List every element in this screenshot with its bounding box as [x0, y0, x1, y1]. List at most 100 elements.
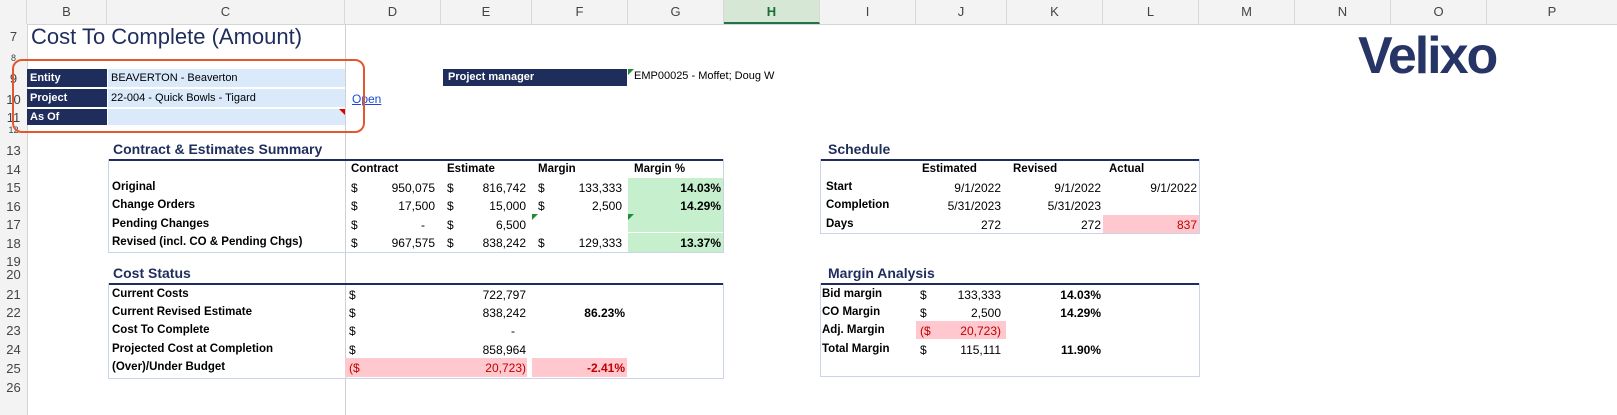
sched-actual[interactable]: 837 — [1176, 218, 1197, 232]
row-label: Current Costs — [112, 288, 189, 300]
col-header-i[interactable]: I — [820, 0, 916, 24]
margin-pct[interactable]: 14.03% — [1060, 288, 1101, 302]
cost-pct[interactable]: 86.23% — [584, 306, 625, 320]
contract-value[interactable]: 17,500 — [398, 199, 435, 213]
row-label: Revised (incl. CO & Pending Chgs) — [112, 236, 303, 248]
estimate-value[interactable]: 6,500 — [495, 218, 526, 232]
cost-value[interactable]: 20,723) — [485, 361, 526, 375]
estimate-value[interactable]: 15,000 — [489, 199, 526, 213]
cost-pct[interactable]: -2.41% — [586, 361, 625, 375]
col-estimated: Estimated — [922, 163, 977, 175]
cost-value[interactable]: 722,797 — [482, 288, 526, 302]
sched-estimated[interactable]: 9/1/2022 — [954, 181, 1001, 195]
sched-revised[interactable]: 5/31/2023 — [1047, 199, 1101, 213]
contract-value[interactable]: 950,075 — [391, 181, 435, 195]
contract-value[interactable]: 967,575 — [391, 236, 435, 250]
col-header-d[interactable]: D — [345, 0, 441, 24]
margin-pct[interactable]: 11.90% — [1060, 343, 1101, 357]
margin-pct[interactable]: 14.29% — [1060, 306, 1101, 320]
entity-field[interactable]: BEAVERTON - Beaverton — [108, 69, 345, 87]
currency-symbol: $ — [351, 218, 358, 232]
col-header-k[interactable]: K — [1007, 0, 1103, 24]
estimate-value[interactable]: 816,742 — [482, 181, 526, 195]
highlight-box — [12, 59, 365, 133]
row-header[interactable]: 21 — [6, 287, 21, 302]
col-header-g[interactable]: G — [628, 0, 724, 24]
contract-value[interactable]: - — [421, 218, 425, 232]
error-indicator-icon — [628, 69, 634, 75]
currency-symbol: $ — [920, 288, 927, 302]
col-header-n[interactable]: N — [1295, 0, 1391, 24]
row-header[interactable]: 8 — [10, 53, 16, 63]
error-indicator-icon — [628, 214, 634, 220]
col-header-m[interactable]: M — [1199, 0, 1295, 24]
row-header[interactable]: 7 — [9, 29, 18, 44]
sched-actual[interactable]: 9/1/2022 — [1150, 181, 1197, 195]
margin-amount[interactable]: 2,500 — [970, 306, 1001, 320]
row-header[interactable]: 14 — [6, 162, 21, 177]
col-header-j[interactable]: J — [916, 0, 1007, 24]
col-header-c[interactable]: C — [107, 0, 345, 24]
open-link[interactable]: Open — [352, 92, 382, 106]
project-label: Project — [27, 89, 107, 107]
col-margin-pct: Margin % — [634, 163, 686, 175]
row-header[interactable]: 26 — [6, 380, 21, 395]
currency-symbol: $ — [351, 199, 358, 213]
row-label: Pending Changes — [112, 218, 210, 230]
margin-amount[interactable]: 133,333 — [957, 288, 1001, 302]
col-header-h[interactable]: H — [724, 0, 820, 24]
margin-pct-value[interactable]: 14.03% — [680, 181, 721, 195]
row-header[interactable]: 24 — [6, 342, 21, 357]
margin-amount[interactable]: 20,723) — [960, 324, 1001, 338]
project-manager-value: EMP00025 - Moffet; Doug W — [634, 70, 775, 82]
cell-bg — [345, 358, 527, 377]
section-rule — [108, 159, 724, 161]
margin-table-border — [820, 283, 1200, 377]
margin-analysis-title: Margin Analysis — [828, 265, 935, 281]
row-label: Current Revised Estimate — [112, 306, 252, 318]
sched-estimated[interactable]: 5/31/2023 — [947, 199, 1001, 213]
row-header[interactable]: 19 — [6, 254, 21, 269]
schedule-title: Schedule — [828, 141, 891, 157]
col-estimate: Estimate — [447, 163, 495, 175]
contract-summary-title: Contract & Estimates Summary — [113, 141, 323, 157]
row-header[interactable]: 20 — [6, 267, 21, 282]
sched-estimated[interactable]: 272 — [980, 218, 1001, 232]
sched-revised[interactable]: 9/1/2022 — [1054, 181, 1101, 195]
margin-amount[interactable]: 115,111 — [960, 343, 1001, 357]
row-header[interactable]: 18 — [6, 236, 21, 251]
margin-pct-value[interactable]: 13.37% — [680, 236, 721, 250]
row-header[interactable]: 23 — [6, 323, 21, 338]
col-header-p[interactable]: P — [1547, 4, 1557, 19]
project-field[interactable]: 22-004 - Quick Bowls - Tigard — [108, 89, 345, 107]
cost-value[interactable]: 838,242 — [482, 306, 526, 320]
currency-symbol: $ — [538, 236, 545, 250]
col-header-o[interactable]: O — [1391, 0, 1487, 24]
row-header[interactable]: 15 — [6, 180, 21, 195]
section-rule — [820, 159, 1200, 161]
margin-value[interactable]: 133,333 — [578, 181, 622, 195]
asof-field[interactable] — [108, 109, 345, 125]
row-header[interactable]: 17 — [6, 217, 21, 232]
margin-value[interactable]: 129,333 — [578, 236, 622, 250]
cost-value[interactable]: - — [511, 324, 515, 338]
margin-pct-value[interactable]: 14.29% — [680, 199, 721, 213]
row-header-bar: 7 8 9 10 11 12 13 14 15 16 17 18 19 20 2… — [0, 24, 28, 415]
currency-symbol: $ — [349, 343, 356, 357]
col-header-b[interactable]: B — [27, 0, 107, 24]
row-header[interactable]: 13 — [6, 143, 21, 158]
cost-value[interactable]: 858,964 — [482, 343, 526, 357]
row-header[interactable]: 25 — [6, 361, 21, 376]
estimate-value[interactable]: 838,242 — [482, 236, 526, 250]
row-header[interactable]: 22 — [6, 305, 21, 320]
sched-revised[interactable]: 272 — [1080, 218, 1101, 232]
cost-status-title: Cost Status — [113, 265, 191, 281]
select-all-corner[interactable] — [0, 0, 27, 24]
col-header-f[interactable]: F — [532, 0, 628, 24]
col-header-e[interactable]: E — [441, 0, 532, 24]
row-header[interactable]: 16 — [6, 199, 21, 214]
row-header[interactable]: 12 — [8, 125, 19, 135]
margin-value[interactable]: 2,500 — [591, 199, 622, 213]
cell-bg — [916, 321, 1006, 339]
col-header-l[interactable]: L — [1103, 0, 1199, 24]
